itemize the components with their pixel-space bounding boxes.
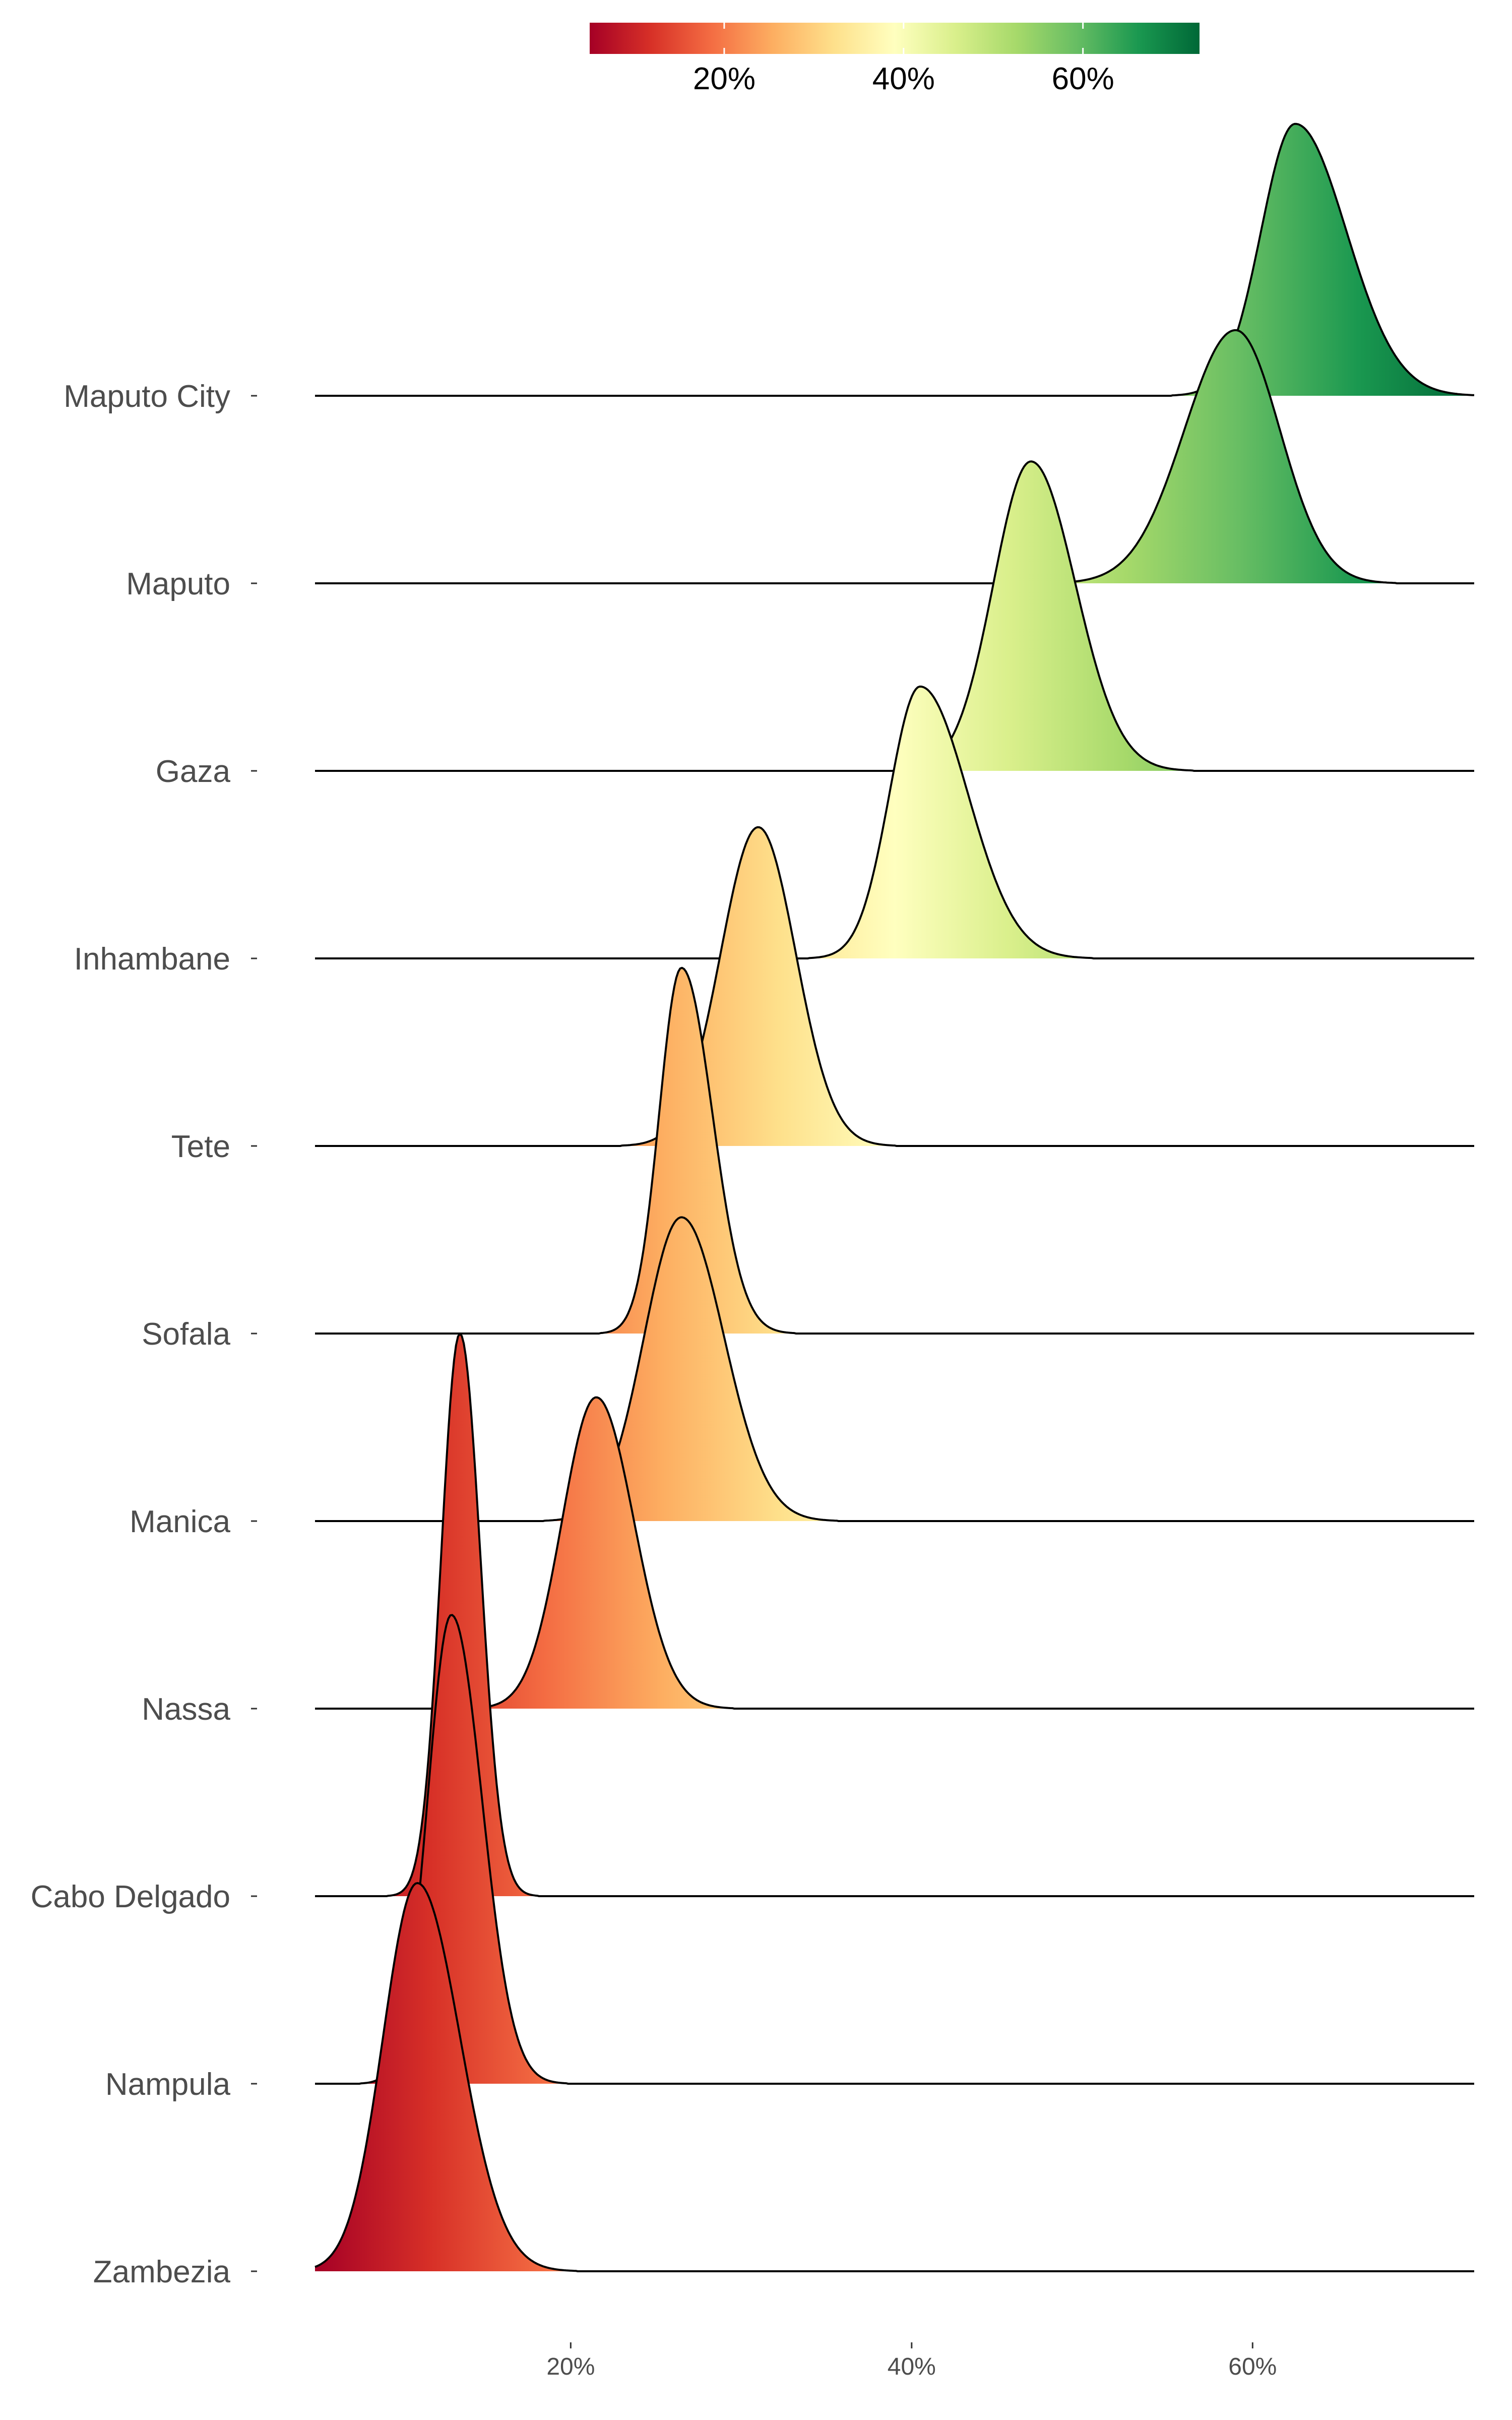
ridges xyxy=(314,123,1475,2272)
colorbar-label-60: 60% xyxy=(1052,62,1114,96)
ridge-line-tete xyxy=(315,826,1474,1147)
colorbar-gradient xyxy=(590,23,1200,54)
colorbar-label-40: 40% xyxy=(872,62,935,96)
x-tick-label-60: 60% xyxy=(1228,2353,1277,2380)
y-label-cabo-delgado: Cabo Delgado xyxy=(31,1880,230,1914)
ridge-line-maputo-city xyxy=(315,123,1475,397)
ridge-area-cabo-delgado xyxy=(315,1334,1474,1896)
y-label-sofala: Sofala xyxy=(142,1317,230,1352)
ridge-line-maputo xyxy=(315,329,1474,584)
ridge-area-maputo xyxy=(315,330,1474,583)
x-tick-label-40: 40% xyxy=(888,2353,936,2380)
ridge-line-nassa xyxy=(315,1396,1474,1710)
colorbar: 20% 40% 60% xyxy=(590,23,1200,96)
ridge-line-zambezia xyxy=(314,1882,1474,2272)
ridge-area-inhambane xyxy=(315,686,1474,958)
ridge-line-nampula xyxy=(315,1614,1474,2085)
ridge-line-cabo-delgado xyxy=(315,1333,1474,1897)
x-axis: 20% 40% 60% xyxy=(546,2342,1277,2380)
y-label-inhambane: Inhambane xyxy=(74,942,230,977)
y-label-nampula: Nampula xyxy=(105,2067,231,2102)
y-label-zambezia: Zambezia xyxy=(93,2255,231,2289)
ridge-area-sofala xyxy=(315,967,1474,1334)
y-axis-labels: Maputo City Maputo Gaza Inhambane Tete Sofala… xyxy=(31,379,257,2289)
ridge-line-sofala xyxy=(315,966,1474,1335)
y-label-manica: Manica xyxy=(130,1504,230,1539)
colorbar-label-20: 20% xyxy=(693,62,755,96)
ridge-area-nassa xyxy=(315,1397,1474,1709)
y-label-maputo-city: Maputo City xyxy=(64,379,230,414)
ridge-line-inhambane xyxy=(315,685,1474,959)
ridge-area-manica xyxy=(315,1217,1474,1521)
x-tick-label-20: 20% xyxy=(546,2353,595,2380)
ridge-line-manica xyxy=(315,1216,1474,1522)
ridge-area-maputo-city xyxy=(315,124,1474,396)
y-label-nassa: Nassa xyxy=(142,1692,230,1727)
y-label-tete: Tete xyxy=(171,1129,230,1164)
y-label-gaza: Gaza xyxy=(156,754,231,789)
y-label-maputo: Maputo xyxy=(126,567,230,601)
ridge-area-zambezia xyxy=(315,1883,1474,2271)
